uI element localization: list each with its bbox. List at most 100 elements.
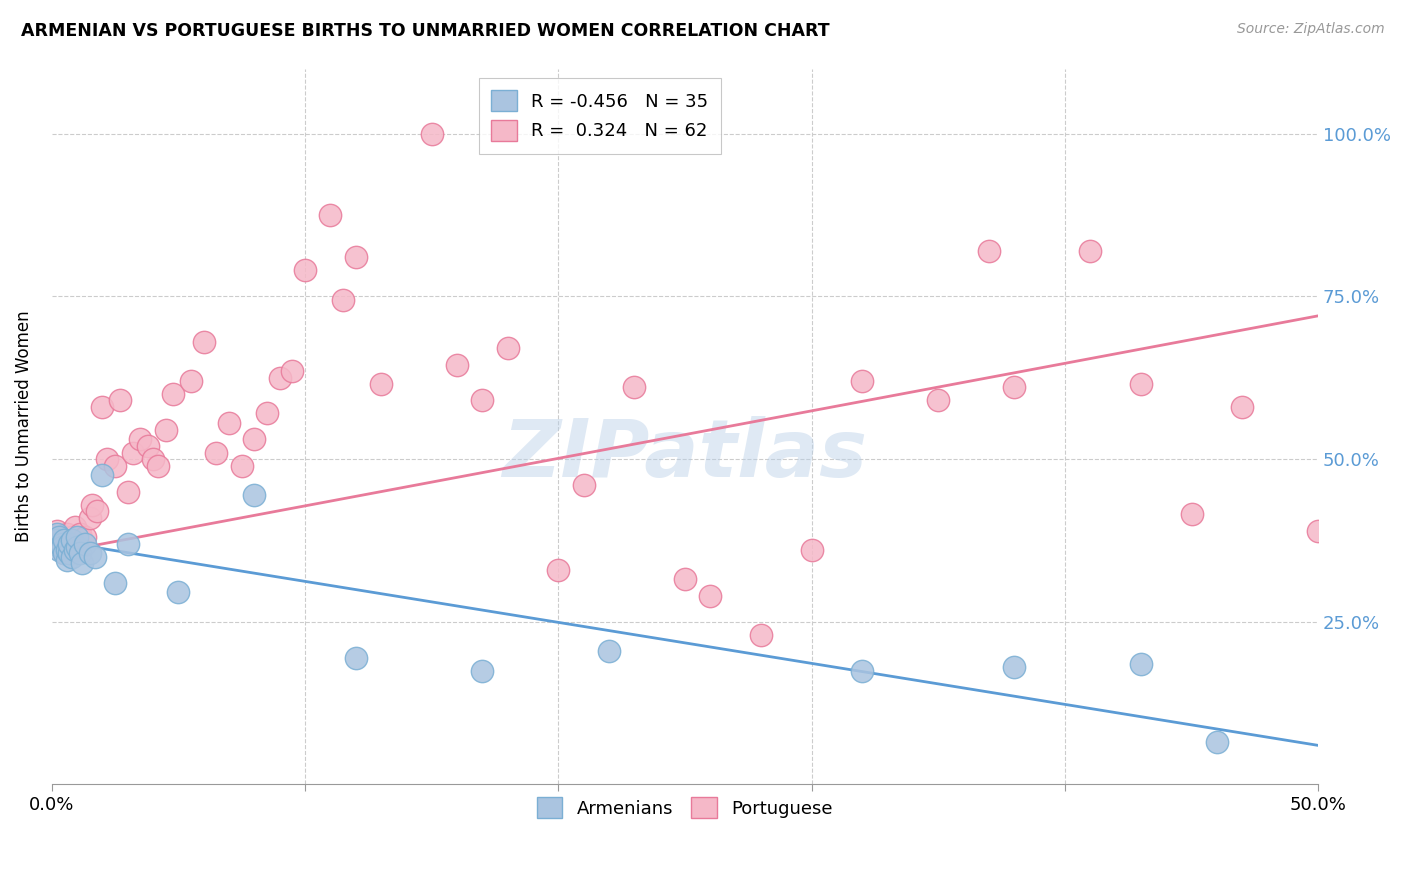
Point: [1180, 508, 1202, 522]
Point: [136, 439, 159, 453]
Point: [180, 374, 202, 388]
Point: [66, 530, 89, 544]
Point: [547, 563, 569, 577]
Point: [269, 370, 291, 384]
Point: [86, 504, 108, 518]
Point: [1002, 660, 1025, 674]
Point: [45, 533, 67, 548]
Text: ARMENIAN VS PORTUGUESE BIRTHS TO UNMARRIED WOMEN CORRELATION CHART: ARMENIAN VS PORTUGUESE BIRTHS TO UNMARRI…: [21, 22, 830, 40]
Point: [420, 127, 443, 141]
Text: ZIPatlas: ZIPatlas: [502, 416, 868, 494]
Point: [851, 664, 873, 678]
Point: [70, 533, 93, 548]
Point: [344, 250, 367, 264]
Point: [129, 433, 152, 447]
Point: [51, 540, 73, 554]
Point: [1205, 735, 1227, 749]
Point: [193, 334, 215, 349]
Point: [977, 244, 1000, 258]
Point: [91, 468, 114, 483]
Point: [108, 393, 131, 408]
Point: [117, 536, 139, 550]
Point: [749, 628, 772, 642]
Point: [58, 536, 80, 550]
Point: [69, 546, 91, 560]
Point: [48, 543, 70, 558]
Point: [73, 536, 96, 550]
Point: [142, 452, 165, 467]
Point: [699, 589, 721, 603]
Point: [1129, 657, 1152, 671]
Point: [851, 374, 873, 388]
Point: [48, 530, 70, 544]
Point: [58, 536, 80, 550]
Point: [45, 524, 67, 538]
Point: [70, 556, 93, 570]
Point: [44, 530, 66, 544]
Point: [370, 377, 392, 392]
Point: [56, 553, 79, 567]
Point: [44, 536, 66, 550]
Point: [96, 452, 118, 467]
Point: [60, 530, 83, 544]
Point: [446, 358, 468, 372]
Point: [60, 549, 83, 564]
Point: [104, 458, 127, 473]
Legend: Armenians, Portuguese: Armenians, Portuguese: [530, 790, 839, 825]
Point: [73, 530, 96, 544]
Point: [51, 540, 73, 554]
Point: [496, 342, 519, 356]
Point: [82, 498, 104, 512]
Point: [1129, 377, 1152, 392]
Point: [623, 380, 645, 394]
Point: [294, 263, 316, 277]
Point: [66, 536, 89, 550]
Point: [800, 543, 823, 558]
Point: [243, 433, 266, 447]
Point: [56, 543, 79, 558]
Point: [281, 364, 304, 378]
Point: [1230, 400, 1253, 414]
Point: [927, 393, 949, 408]
Point: [167, 585, 190, 599]
Point: [79, 546, 101, 560]
Point: [1308, 524, 1330, 538]
Point: [673, 573, 696, 587]
Point: [572, 478, 595, 492]
Point: [1002, 380, 1025, 394]
Point: [231, 458, 253, 473]
Point: [63, 543, 86, 558]
Point: [91, 400, 114, 414]
Point: [243, 488, 266, 502]
Point: [60, 533, 83, 548]
Point: [69, 526, 91, 541]
Point: [53, 546, 76, 560]
Point: [332, 293, 354, 307]
Point: [218, 416, 240, 430]
Point: [79, 510, 101, 524]
Point: [56, 526, 79, 541]
Point: [83, 549, 105, 564]
Point: [162, 387, 184, 401]
Point: [256, 407, 278, 421]
Point: [58, 546, 80, 560]
Text: Source: ZipAtlas.com: Source: ZipAtlas.com: [1237, 22, 1385, 37]
Point: [104, 575, 127, 590]
Y-axis label: Births to Unmarried Women: Births to Unmarried Women: [15, 310, 32, 542]
Point: [63, 520, 86, 534]
Point: [205, 445, 228, 459]
Point: [471, 393, 494, 408]
Point: [48, 533, 70, 548]
Point: [344, 650, 367, 665]
Point: [598, 644, 620, 658]
Point: [66, 540, 89, 554]
Point: [51, 536, 73, 550]
Point: [146, 458, 169, 473]
Point: [319, 208, 342, 222]
Point: [53, 533, 76, 548]
Point: [155, 423, 177, 437]
Point: [121, 445, 143, 459]
Point: [471, 664, 494, 678]
Point: [53, 546, 76, 560]
Point: [117, 484, 139, 499]
